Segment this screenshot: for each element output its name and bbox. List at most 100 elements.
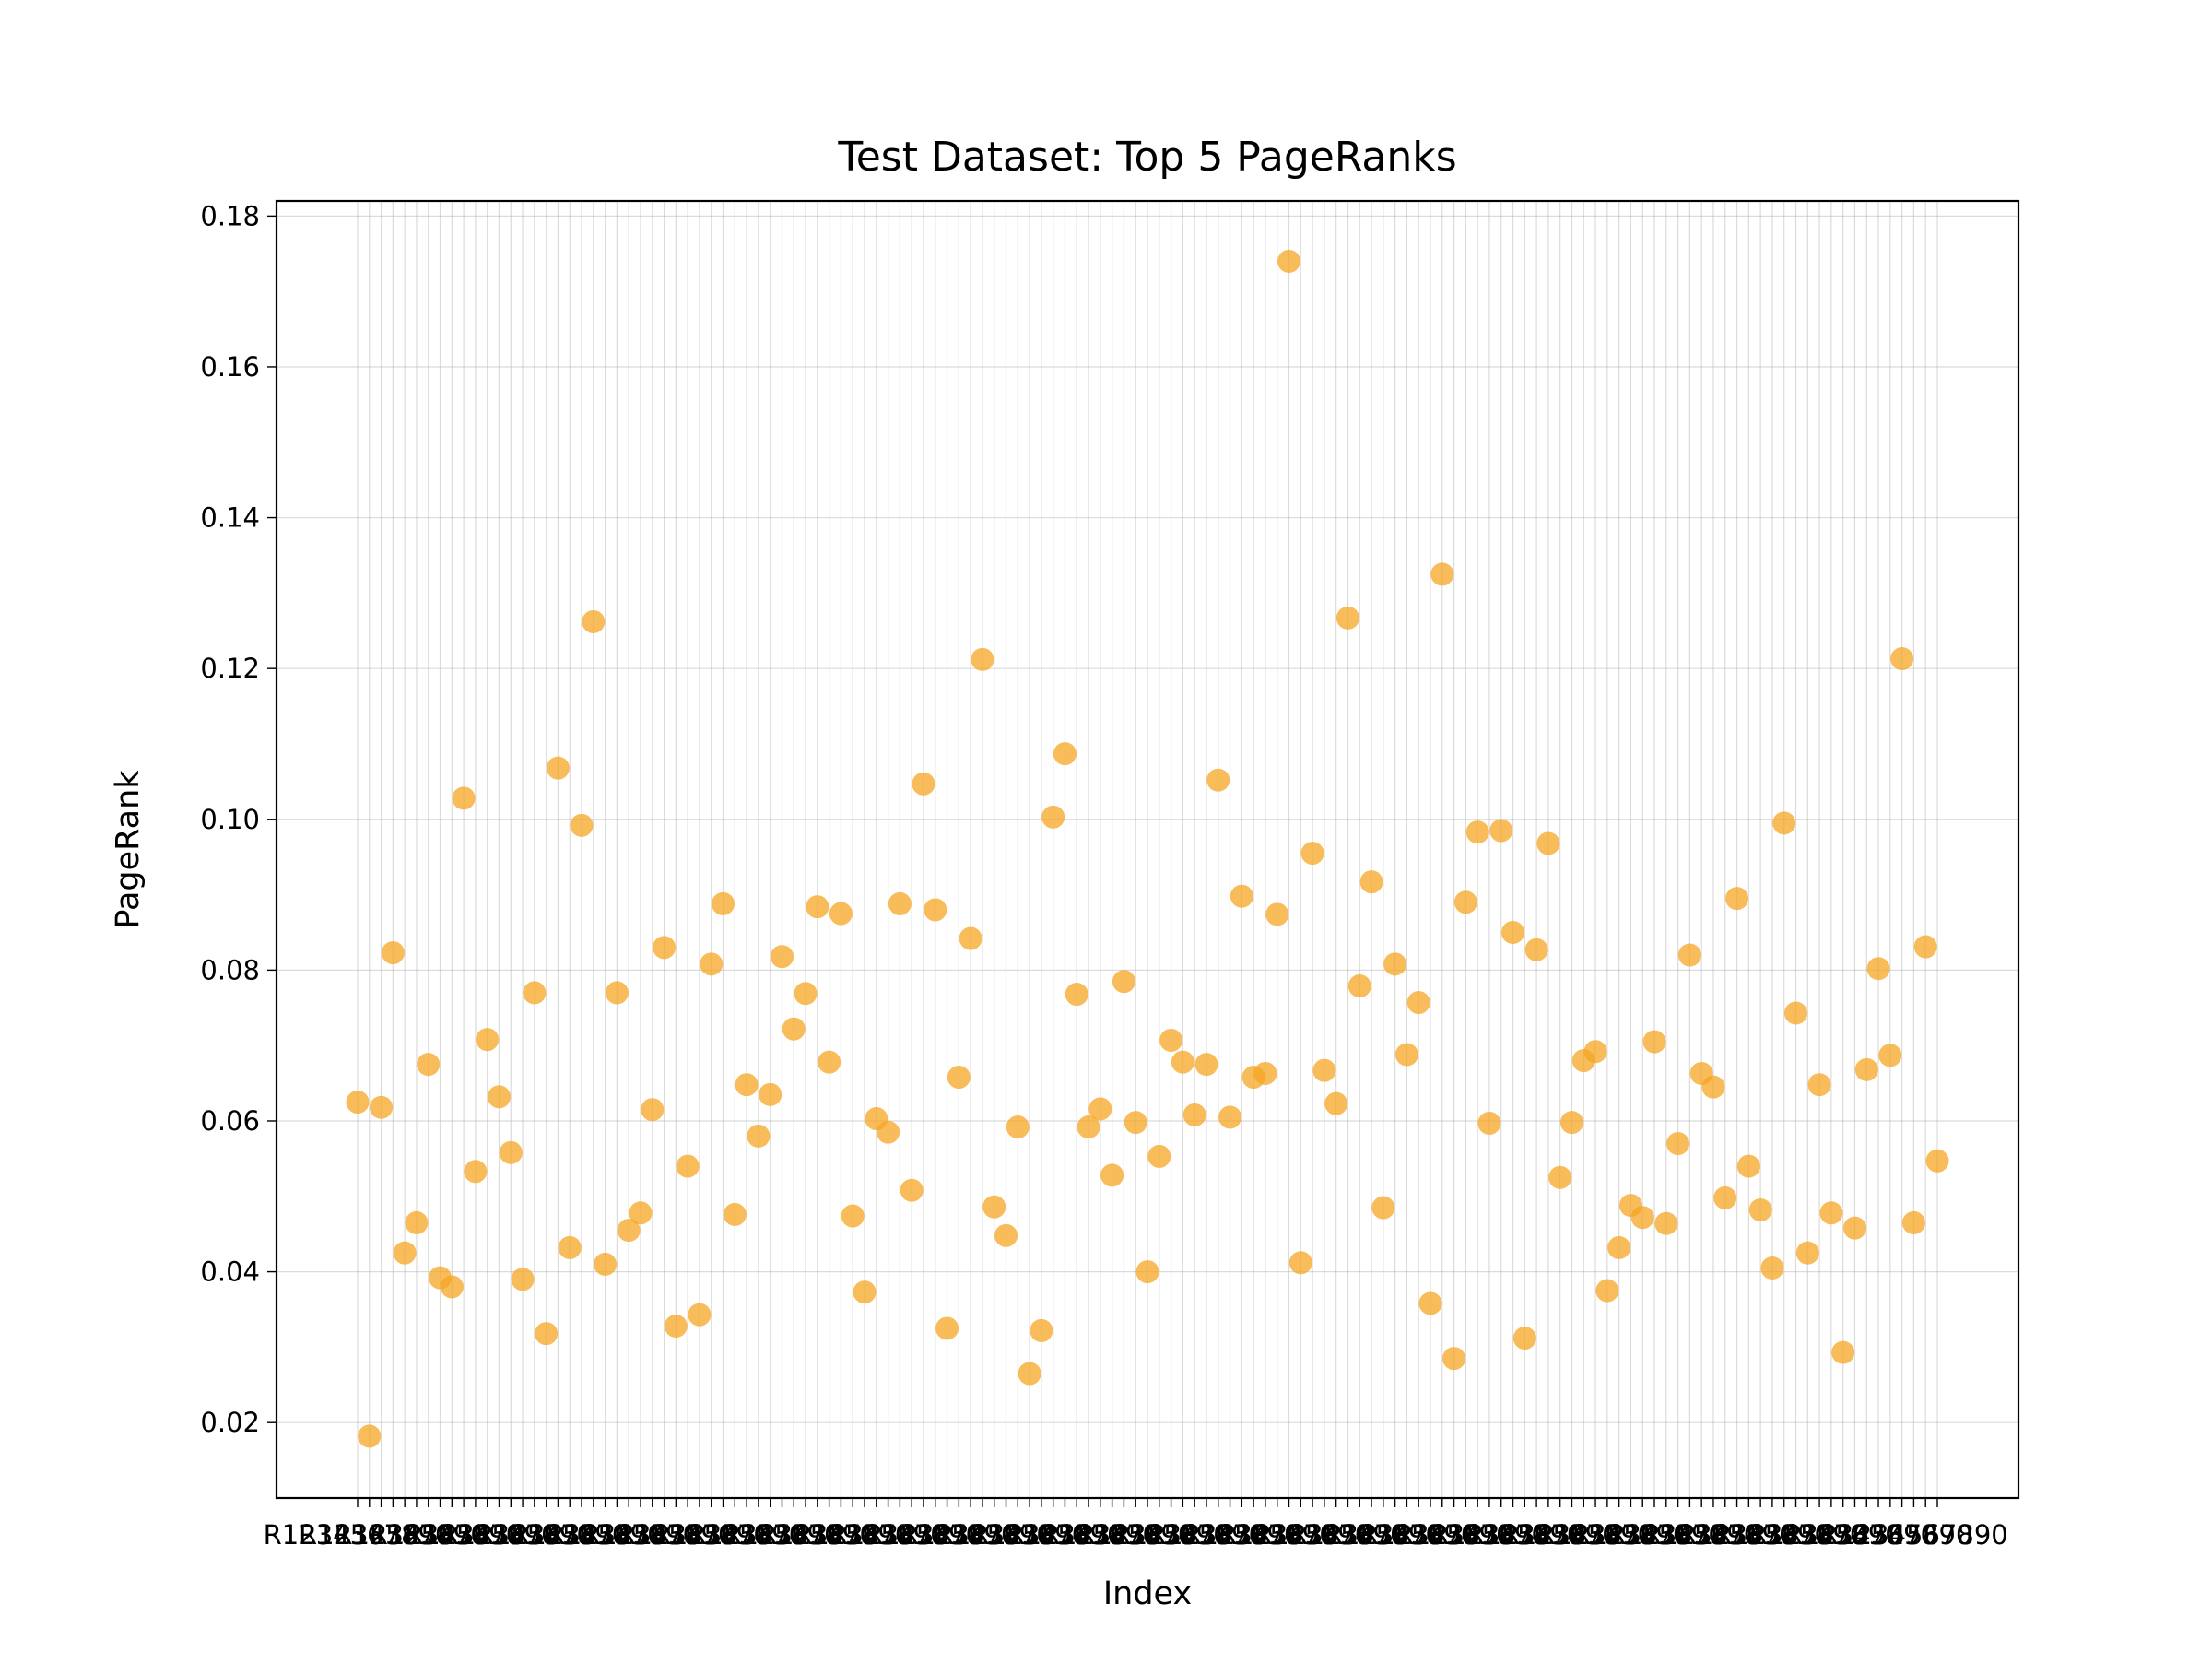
x-tick-label: R1234567890 xyxy=(1218,1519,1407,1551)
x-tick-label: R1234567890 xyxy=(653,1519,841,1551)
data-point xyxy=(523,981,547,1005)
x-tick-label: R1234567890 xyxy=(1536,1519,1725,1551)
data-point xyxy=(1819,1201,1843,1225)
data-point xyxy=(370,1095,394,1119)
x-tick-label: R1234567890 xyxy=(1288,1519,1477,1551)
data-point xyxy=(1701,1075,1725,1099)
data-point xyxy=(1006,1115,1030,1139)
data-point xyxy=(747,1124,771,1148)
x-tick-label: R1234567890 xyxy=(1112,1519,1301,1551)
y-tick-label: 0.02 xyxy=(200,1407,260,1438)
x-tick-label: R1234567890 xyxy=(1324,1519,1513,1551)
data-point xyxy=(1124,1111,1147,1135)
data-point xyxy=(1430,562,1454,586)
data-point xyxy=(1607,1235,1631,1259)
data-point xyxy=(1359,870,1383,894)
x-tick-label: R1234567890 xyxy=(476,1519,665,1551)
data-point xyxy=(653,936,677,960)
x-tick-label: R1234567890 xyxy=(1607,1519,1796,1551)
data-point xyxy=(1512,1327,1536,1350)
y-tick-label: 0.18 xyxy=(200,200,260,231)
data-point xyxy=(1088,1097,1112,1121)
data-point xyxy=(1277,249,1300,273)
data-point xyxy=(1595,1279,1619,1303)
data-point xyxy=(1182,1103,1206,1126)
data-point xyxy=(1347,974,1371,998)
data-point xyxy=(1300,842,1324,866)
data-point xyxy=(358,1424,382,1448)
x-tick-label: R1234567890 xyxy=(830,1519,1018,1551)
data-point xyxy=(464,1160,488,1184)
data-point xyxy=(511,1268,535,1291)
data-point xyxy=(1854,1057,1878,1081)
x-tick-label: R1234567890 xyxy=(441,1519,629,1551)
data-point xyxy=(1890,647,1914,671)
data-point xyxy=(1901,1210,1925,1234)
data-point xyxy=(641,1098,665,1122)
data-point xyxy=(487,1085,511,1109)
data-point xyxy=(440,1275,464,1299)
data-point xyxy=(1312,1058,1336,1082)
x-tick-label: R1234567890 xyxy=(547,1519,735,1551)
data-point xyxy=(888,891,912,915)
data-point xyxy=(1583,1040,1607,1064)
x-tick-label: R1234567890 xyxy=(759,1519,947,1551)
data-point xyxy=(1772,811,1796,835)
chart-title: Test Dataset: Top 5 PageRanks xyxy=(837,134,1456,181)
data-point xyxy=(1795,1241,1819,1265)
data-point xyxy=(723,1202,747,1226)
data-point xyxy=(1218,1105,1242,1129)
data-point xyxy=(629,1201,653,1225)
data-point xyxy=(1171,1050,1194,1074)
data-point xyxy=(735,1073,759,1097)
x-tick-label: R1234567890 xyxy=(1784,1519,1973,1551)
data-point xyxy=(605,981,629,1005)
x-tick-label: R1234567890 xyxy=(264,1519,453,1551)
data-point xyxy=(405,1210,429,1234)
data-point xyxy=(1559,1111,1583,1135)
data-point xyxy=(1677,943,1701,967)
data-point xyxy=(1065,983,1088,1007)
data-point xyxy=(1453,890,1477,914)
data-point xyxy=(1760,1256,1784,1280)
data-point xyxy=(1748,1198,1772,1222)
data-point xyxy=(959,926,982,950)
data-point xyxy=(1265,902,1289,926)
data-point xyxy=(994,1223,1018,1247)
data-point xyxy=(1288,1251,1312,1275)
data-point xyxy=(1477,1111,1501,1135)
x-tick-label: R1234567890 xyxy=(1395,1519,1584,1551)
x-tick-label: R1234567890 xyxy=(299,1519,488,1551)
data-point xyxy=(1018,1362,1041,1386)
data-point xyxy=(1100,1163,1124,1187)
data-point xyxy=(1335,606,1359,630)
data-point xyxy=(1135,1260,1159,1284)
x-tick-label: R1234567890 xyxy=(1642,1519,1831,1551)
data-point xyxy=(806,895,830,919)
data-point xyxy=(877,1120,900,1144)
data-point xyxy=(712,891,735,915)
x-tick-label: R1234567890 xyxy=(1501,1519,1690,1551)
data-point xyxy=(1406,991,1430,1015)
x-tick-label: R1234567890 xyxy=(1182,1519,1371,1551)
y-tick-label: 0.04 xyxy=(200,1256,260,1288)
data-point xyxy=(1807,1073,1831,1097)
data-point xyxy=(1666,1132,1690,1156)
x-tick-label: R1234567890 xyxy=(1147,1519,1336,1551)
x-tick-label: R1234567890 xyxy=(971,1519,1159,1551)
data-point xyxy=(853,1280,877,1304)
data-point xyxy=(594,1252,618,1276)
x-tick-label: R1234567890 xyxy=(1713,1519,1902,1551)
x-tick-label: R1234567890 xyxy=(865,1519,1053,1551)
x-tick-label: R1234567890 xyxy=(617,1519,806,1551)
data-point xyxy=(1194,1053,1218,1077)
x-tick-label: R1234567890 xyxy=(1430,1519,1619,1551)
data-point xyxy=(1053,742,1077,766)
data-point xyxy=(1253,1061,1277,1085)
data-point xyxy=(1489,819,1513,843)
data-point xyxy=(1630,1206,1654,1230)
x-tick-label: R1234567890 xyxy=(1465,1519,1654,1551)
data-point xyxy=(1030,1318,1053,1342)
scatter-points xyxy=(346,249,1949,1448)
data-point xyxy=(1913,935,1937,959)
